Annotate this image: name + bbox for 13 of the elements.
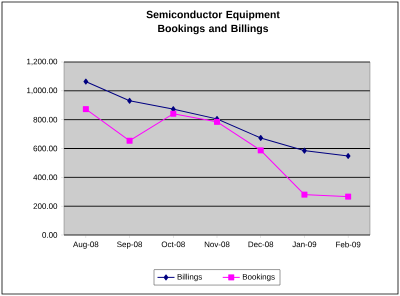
point bbox=[83, 78, 88, 85]
point bbox=[82, 106, 89, 112]
point bbox=[258, 147, 264, 154]
point bbox=[345, 194, 352, 200]
point bbox=[170, 110, 176, 117]
point bbox=[302, 148, 307, 154]
point bbox=[301, 192, 308, 198]
chart-title: Semiconductor Equipment Bookings and Billings bbox=[146, 10, 280, 34]
point bbox=[127, 98, 132, 104]
point bbox=[346, 152, 351, 159]
point bbox=[258, 134, 264, 141]
point bbox=[214, 118, 220, 125]
point bbox=[126, 138, 133, 144]
